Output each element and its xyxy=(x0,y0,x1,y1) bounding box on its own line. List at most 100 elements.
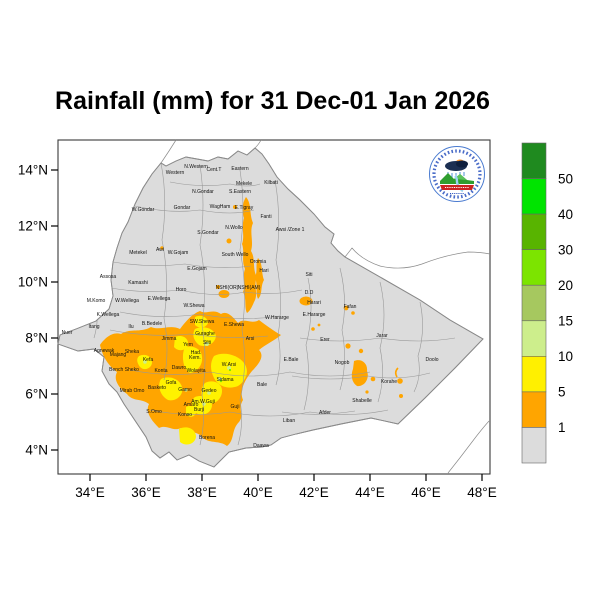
legend-color-cell xyxy=(521,142,547,179)
page-title: Rainfall (mm) for 31 Dec-01 Jan 2026 xyxy=(55,87,490,115)
region-label: Gofa xyxy=(166,380,177,386)
region-label: Daawa xyxy=(253,443,269,449)
region-label: Am.W.Guji xyxy=(191,399,215,405)
region-label: NSHI(OR) xyxy=(216,285,239,291)
legend-color-cell xyxy=(521,178,547,215)
region-label: Konta xyxy=(154,368,167,374)
region-label: Horo xyxy=(176,287,187,293)
legend-value-label: 40 xyxy=(558,207,573,222)
region-label: E.Bale xyxy=(284,357,299,363)
region-label: Wolayita xyxy=(186,368,205,374)
region-label: Kamashi xyxy=(128,280,147,286)
legend-value-label: 10 xyxy=(558,349,573,364)
rainfall-1-5mm-areas xyxy=(100,197,403,446)
legend-value-label: 1 xyxy=(558,420,566,435)
ethiopia-country-border xyxy=(57,147,484,468)
region-label: Jimma xyxy=(162,336,177,342)
region-label: Guji xyxy=(231,404,240,410)
y-axis: 14°N 12°N 10°N 8°N 6°N 4°N xyxy=(18,163,58,458)
legend-color-cell xyxy=(521,249,547,286)
x-axis-tick-label: 38°E xyxy=(187,485,216,500)
region-label: W.Wellega xyxy=(115,298,139,304)
region-label: K.Wellega xyxy=(97,312,120,318)
neighbor-boundary-lines xyxy=(160,139,491,474)
x-axis-tick-label: 36°E xyxy=(131,485,160,500)
region-label: Western xyxy=(166,170,185,176)
y-axis-tick-label: 12°N xyxy=(18,219,48,234)
x-axis-tick-label: 48°E xyxy=(467,485,496,500)
region-label: Guraghe xyxy=(195,331,215,337)
x-axis-tick-label: 44°E xyxy=(355,485,384,500)
region-label: Borena xyxy=(199,435,215,441)
x-axis-tick-label: 46°E xyxy=(411,485,440,500)
region-label: Sheka xyxy=(125,349,139,355)
y-axis-tick-label: 4°N xyxy=(25,443,48,458)
y-axis-tick-label: 14°N xyxy=(18,163,48,178)
region-label: N.Gondar xyxy=(192,189,214,195)
region-label: W.Gojam xyxy=(168,250,189,256)
region-label: Shabelle xyxy=(352,398,372,404)
region-label: Doolo xyxy=(425,357,438,363)
region-label: Assosa xyxy=(100,274,117,280)
region-label: Fanti xyxy=(260,214,271,220)
region-label: E.Shewa xyxy=(224,322,244,328)
region-label: SW.Shewa xyxy=(190,319,215,325)
legend-color-cell xyxy=(521,356,547,393)
region-label: Silti xyxy=(203,340,211,346)
region-label: Bench Sheko xyxy=(109,367,139,373)
region-label: Kilbati xyxy=(264,180,278,186)
rainfall-legend: 50 40 30 20 15 10 5 1 xyxy=(521,142,573,464)
legend-color-cell xyxy=(521,391,547,428)
region-label: Kefa xyxy=(143,357,154,363)
region-label: Afder xyxy=(319,410,331,416)
legend-value-label: 30 xyxy=(558,242,573,257)
region-label: W.Shewa xyxy=(183,303,204,309)
region-label: S.Omo xyxy=(146,409,162,415)
region-label: Harari xyxy=(307,300,321,306)
legend-color-cell xyxy=(521,284,547,322)
region-label: Amaro xyxy=(184,402,199,408)
region-label: E.Wellega xyxy=(148,296,171,302)
region-label: South Wello xyxy=(222,252,249,258)
region-label: Gedeo xyxy=(201,388,216,394)
region-label: Erer xyxy=(320,337,330,343)
region-label: Ilu xyxy=(128,324,134,330)
region-label: D.D xyxy=(305,290,314,296)
ethiopia-met-institute-logo xyxy=(429,146,485,202)
region-label: Yem xyxy=(183,342,193,348)
zone-boundaries xyxy=(93,162,456,446)
region-label: Hari xyxy=(259,268,268,274)
region-label: Itang xyxy=(88,324,99,330)
region-label: Eastern xyxy=(231,166,248,172)
rainfall-10-15mm-areas xyxy=(143,342,232,406)
region-label: Burji xyxy=(194,407,204,413)
region-label: E.Tigray xyxy=(235,205,254,211)
region-label: Had. xyxy=(191,350,202,356)
region-label: Sidama xyxy=(217,377,234,383)
region-label: Korahe xyxy=(381,379,397,385)
x-axis-tick-label: 34°E xyxy=(75,485,104,500)
region-label: S.Gondar xyxy=(197,230,219,236)
region-label: Agnewak xyxy=(94,348,115,354)
region-label: N.Wollo xyxy=(225,225,243,231)
region-label: Konso xyxy=(178,412,192,418)
y-axis-tick-label: 8°N xyxy=(25,331,48,346)
region-label: Dawro xyxy=(172,365,187,371)
legend-value-label: 15 xyxy=(558,313,573,328)
region-label: Gondar xyxy=(174,205,191,211)
region-label: W.Gondar xyxy=(132,207,155,213)
region-label: E.Hararge xyxy=(303,312,326,318)
region-label: Basketo xyxy=(148,385,166,391)
region-label: Liban xyxy=(283,418,295,424)
x-axis-tick-label: 42°E xyxy=(299,485,328,500)
region-label: Majang xyxy=(110,352,127,358)
region-label: Jarar xyxy=(376,333,388,339)
region-label: Metekel xyxy=(129,250,147,256)
region-label: WagHam xyxy=(210,204,231,210)
region-label: Fafan xyxy=(344,304,357,310)
y-axis-tick-label: 6°N xyxy=(25,387,48,402)
region-label: M.Komo xyxy=(87,298,106,304)
legend-value-label: 20 xyxy=(558,278,573,293)
